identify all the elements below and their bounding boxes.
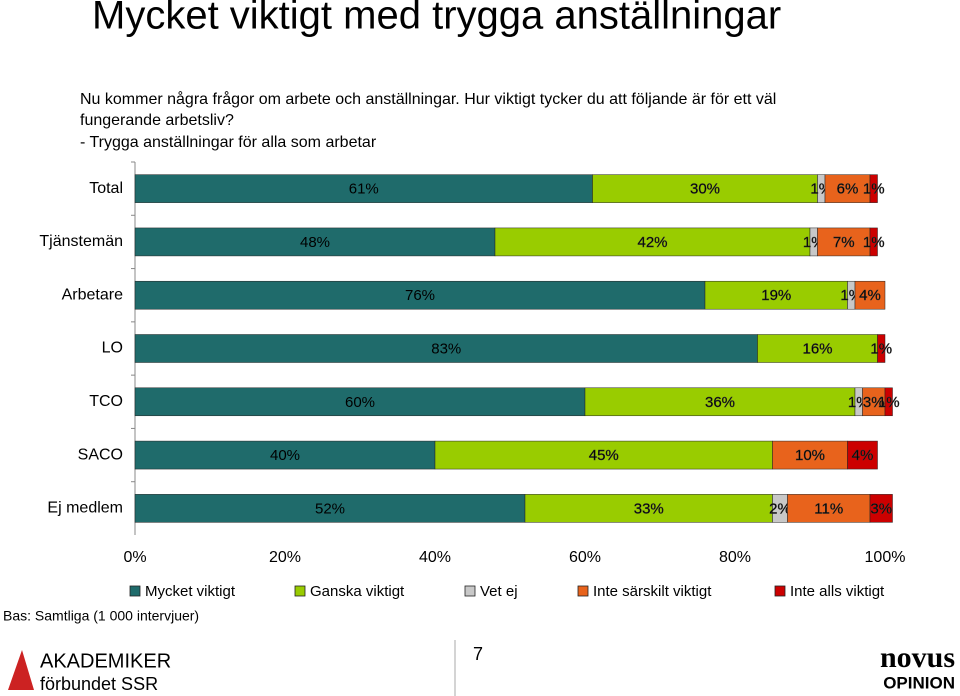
- x-tick-label: 100%: [865, 549, 906, 566]
- logo-left: AKADEMIKER: [40, 650, 171, 672]
- bar-segment: [869, 494, 893, 523]
- value-label: 61%: [349, 181, 379, 198]
- bar-segment: [704, 280, 848, 310]
- bar-segment: [434, 440, 773, 470]
- x-tick-label: 40%: [419, 549, 451, 566]
- bar-segment: [134, 440, 436, 470]
- value-label: 45%: [589, 447, 619, 464]
- value-label: 48%: [300, 234, 330, 251]
- legend-swatch: [774, 585, 786, 597]
- legend-swatch: [129, 585, 141, 597]
- bar-segment: [854, 280, 886, 310]
- bar-segment: [757, 334, 878, 363]
- value-label: 52%: [315, 500, 345, 517]
- value-label: 7%: [833, 234, 855, 251]
- category-label: Total: [89, 180, 123, 197]
- legend-swatch: [294, 585, 306, 597]
- category-label: Tjänstemän: [39, 233, 123, 250]
- bar-segment: [847, 440, 878, 470]
- question-line: - Trygga anställningar för alla som arbe…: [80, 134, 377, 151]
- bar-segment: [134, 387, 586, 417]
- bar-segment: [134, 174, 593, 203]
- value-label: 3%: [863, 394, 885, 411]
- legend-label: Vet ej: [480, 583, 518, 600]
- bar-segment: [134, 280, 706, 310]
- bar-segment: [869, 227, 878, 257]
- category-label: SACO: [78, 446, 123, 463]
- bar-segment: [134, 227, 496, 257]
- bar-segment: [494, 227, 811, 257]
- value-label: 1%: [878, 394, 900, 411]
- value-label: 1%: [870, 340, 892, 357]
- value-label: 6%: [837, 181, 859, 198]
- logo-right: OPINION: [883, 673, 955, 692]
- logo-left: förbundet SSR: [40, 674, 158, 694]
- value-label: 36%: [705, 394, 735, 411]
- x-tick-label: 20%: [269, 549, 301, 566]
- bar-segment: [787, 494, 871, 523]
- base-note: Bas: Samtliga (1 000 intervjuer): [3, 608, 199, 624]
- bar-segment: [134, 334, 758, 363]
- slide-title: Mycket viktigt med trygga anställningar: [92, 0, 781, 38]
- category-label: LO: [102, 340, 123, 357]
- x-tick-label: 0%: [123, 549, 146, 566]
- legend-swatch: [577, 585, 589, 597]
- bar-segment: [877, 334, 886, 363]
- category-label: Arbetare: [62, 286, 123, 303]
- bar-segment: [869, 174, 878, 203]
- x-tick-label: 60%: [569, 549, 601, 566]
- plot: 0% 20% 40% 60% 80% 100%Total 61% 30% 1% 6% 1%Tjäns…: [39, 161, 906, 600]
- value-label: 4%: [852, 447, 874, 464]
- value-label: 1%: [863, 234, 885, 251]
- category-label: TCO: [89, 393, 123, 410]
- legend-label: Inte alls viktigt: [790, 583, 885, 600]
- value-label: 42%: [637, 234, 667, 251]
- value-label: 10%: [795, 447, 825, 464]
- legend-swatch: [464, 585, 476, 597]
- value-label: 33%: [634, 500, 664, 517]
- bar-segment: [592, 174, 818, 203]
- legend-label: Inte särskilt viktigt: [593, 583, 712, 600]
- value-label: 76%: [405, 287, 435, 304]
- logo-right: novus: [880, 641, 955, 674]
- bar-segment: [584, 387, 856, 417]
- value-label: 83%: [431, 340, 461, 357]
- value-label: 40%: [270, 447, 300, 464]
- value-label: 19%: [761, 287, 791, 304]
- x-tick-label: 80%: [719, 549, 751, 566]
- legend-label: Ganska viktigt: [310, 583, 405, 600]
- value-label: 2%: [769, 500, 791, 517]
- question-line: Nu kommer några frågor om arbete och ans…: [80, 90, 776, 108]
- logo-mark: [8, 650, 34, 690]
- bar-segment: [884, 387, 893, 417]
- page-number: 7: [473, 644, 483, 664]
- value-label: 60%: [345, 394, 375, 411]
- value-label: 16%: [802, 340, 832, 357]
- question-line: fungerande arbetsliv?: [80, 112, 234, 129]
- value-label: 30%: [690, 181, 720, 198]
- legend-label: Mycket viktigt: [145, 583, 236, 600]
- category-label: Ej medlem: [47, 500, 123, 517]
- value-label: 1%: [863, 181, 885, 198]
- value-label: 4%: [859, 287, 881, 304]
- value-label: 11%: [814, 500, 843, 517]
- value-label: 3%: [870, 500, 892, 517]
